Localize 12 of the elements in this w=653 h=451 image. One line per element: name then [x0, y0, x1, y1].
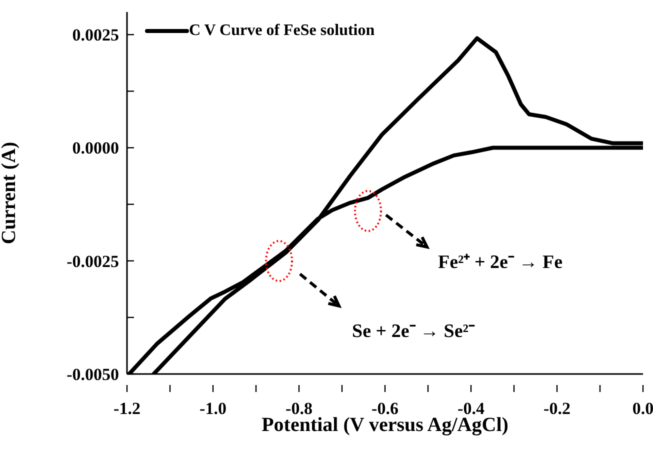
y-tick-label: -0.0025 — [66, 252, 119, 271]
x-tick-label: 0.0 — [632, 399, 653, 418]
y-tick-label: 0.0000 — [72, 138, 119, 158]
legend-label: C V Curve of FeSe solution — [189, 22, 375, 40]
x-tick-label: -0.2 — [544, 399, 570, 418]
annotation: Se + 2e⁻ → Se²⁻ — [352, 321, 476, 342]
y-tick-label: 0.0025 — [72, 26, 119, 45]
x-tick-label: -1.0 — [200, 399, 226, 418]
y-tick-label: -0.0050 — [66, 364, 119, 384]
y-axis-title: Current (A) — [0, 142, 20, 244]
x-tick-label: -1.2 — [114, 399, 140, 418]
annotation: Fe²⁺ + 2e⁻ → Fe — [438, 252, 563, 273]
